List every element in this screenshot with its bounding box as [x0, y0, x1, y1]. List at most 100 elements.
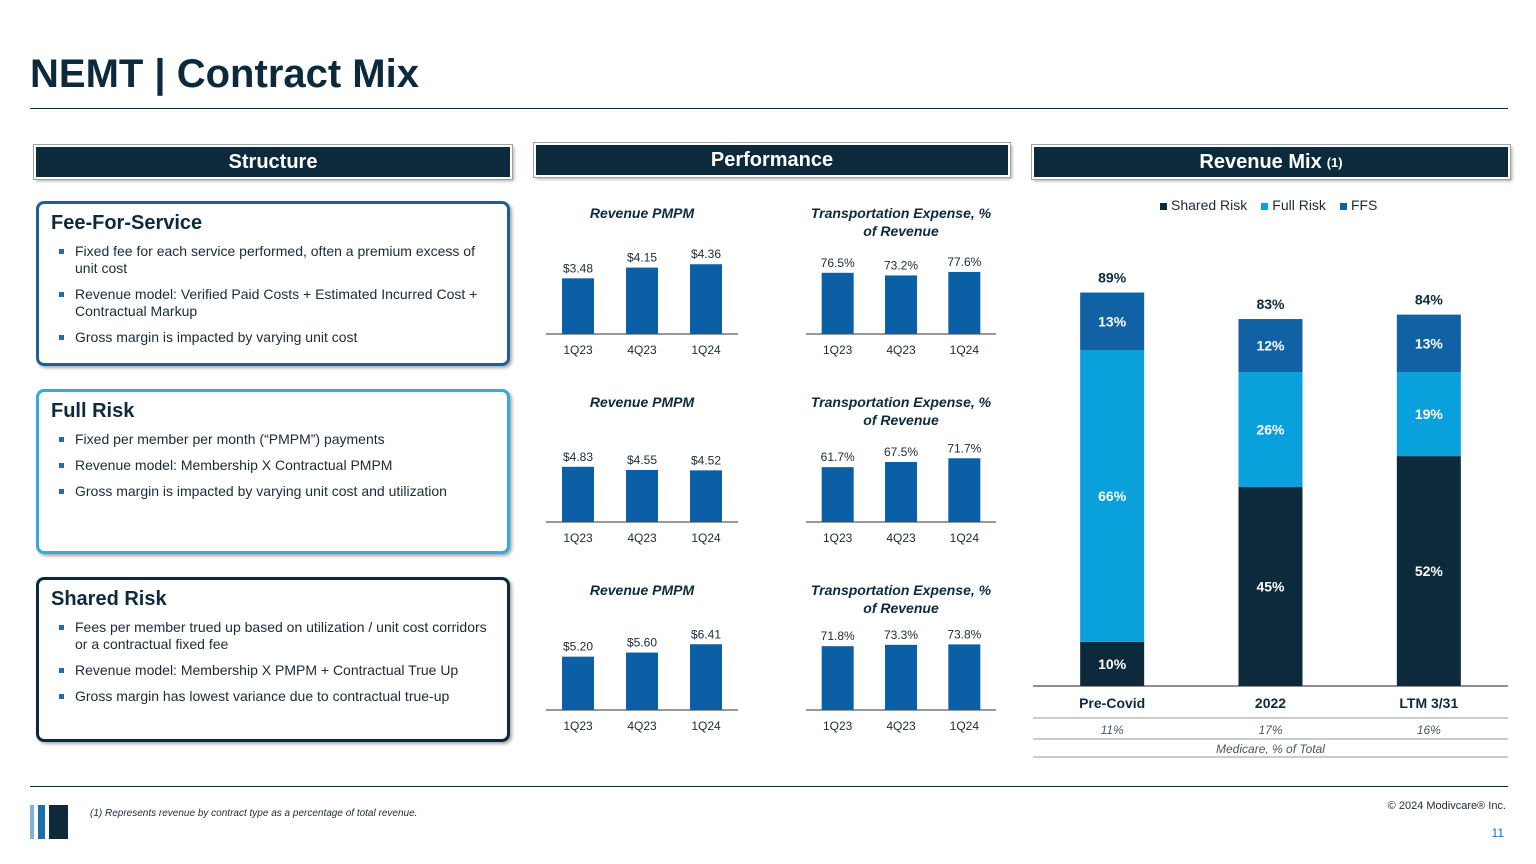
bar: [821, 467, 854, 522]
segment-label: 13%: [1415, 335, 1444, 351]
bullet-item: Fees per member trued up based on utiliz…: [51, 619, 495, 653]
bar: [626, 470, 658, 522]
chart-fr-revenue-pmpm: $4.83 1Q23 $4.55 4Q23 $4.52 1Q24: [546, 450, 738, 545]
card-title: Fee-For-Service: [51, 212, 203, 234]
bullet-square-icon: [59, 463, 64, 468]
segment-label: 12%: [1256, 338, 1285, 354]
bar: [821, 646, 854, 710]
stack-segment: [1396, 372, 1461, 457]
legend-item-ffs: FFS: [1339, 197, 1378, 213]
bullet-item: Gross margin has lowest variance due to …: [51, 688, 495, 705]
tick-label: 4Q23: [886, 531, 916, 545]
tick-label: 1Q24: [950, 719, 980, 733]
data-label: 73.2%: [884, 258, 918, 272]
bullet-square-icon: [59, 437, 64, 442]
bullet-text: Revenue model: Verified Paid Costs + Est…: [75, 286, 478, 319]
stack-segment: [1238, 487, 1303, 686]
bullet-text: Fixed per member per month (“PMPM”) paym…: [75, 431, 385, 447]
chart-sr-transport-expense: 71.8% 1Q23 73.3% 4Q23 73.8% 1Q24: [806, 627, 996, 733]
bar: [562, 278, 594, 334]
tick-label: 1Q23: [823, 719, 853, 733]
tick-label: 4Q23: [627, 531, 657, 545]
section-header-performance: Performance: [534, 143, 1010, 177]
bullet-text: Fixed fee for each service performed, of…: [75, 243, 475, 276]
bar: [948, 644, 981, 710]
bullet-square-icon: [59, 625, 64, 630]
legend-swatch-icon: [1160, 202, 1167, 210]
chart-title-sr-pmpm: Revenue PMPM: [589, 582, 695, 598]
bar: [690, 264, 722, 334]
card-shared-risk: Shared Risk Fees per member trued up bas…: [36, 577, 510, 742]
tick-label: 1Q24: [950, 531, 980, 545]
section-label-revenue-mix: Revenue Mix: [1199, 150, 1322, 173]
footnote: (1) Represents revenue by contract type …: [90, 808, 418, 819]
stack-segment: [1080, 350, 1145, 642]
bullet-text: Gross margin is impacted by varying unit…: [75, 329, 358, 345]
data-label: 61.7%: [821, 450, 855, 464]
chart-revenue-mix: 10% 66% 13% 89% Pre-Covid 11% 45% 26% 12% 83% 2022…: [1033, 270, 1508, 758]
data-label: 76.5%: [821, 256, 855, 270]
segment-label: 66%: [1098, 488, 1127, 504]
bullet-square-icon: [59, 694, 64, 699]
total-label: 84%: [1415, 292, 1444, 308]
stack-segment: [1396, 456, 1461, 686]
segment-label: 52%: [1415, 563, 1444, 579]
bullet-square-icon: [59, 489, 64, 494]
data-label: 77.6%: [947, 255, 981, 269]
stack-segment: [1080, 641, 1145, 686]
section-label-performance: Performance: [710, 148, 834, 171]
card-full-risk: Full Risk Fixed per member per month (“P…: [36, 389, 510, 554]
bullet-item: Revenue model: Membership X Contractual …: [51, 457, 495, 474]
bullet-item: Gross margin is impacted by varying unit…: [51, 329, 495, 346]
segment-label: 45%: [1256, 579, 1285, 595]
bullet-square-icon: [59, 249, 64, 254]
medicare-value: 17%: [1258, 723, 1282, 737]
bar: [885, 644, 917, 710]
card-bullets: Fees per member trued up based on utiliz…: [51, 619, 495, 705]
bar: [948, 271, 981, 334]
bar: [948, 458, 981, 522]
page-number: 11: [1491, 826, 1504, 840]
tick-label: 1Q23: [563, 531, 593, 545]
chart-title-fr-expense: Transportation Expense, % of Revenue: [810, 394, 992, 428]
revenue-mix-legend: Shared Risk Full Risk FFS: [1160, 197, 1377, 213]
tick-label: 1Q24: [691, 719, 721, 733]
card-bullets: Fixed fee for each service performed, of…: [51, 243, 495, 346]
company-logo-icon: [30, 805, 68, 839]
tick-label: 1Q23: [823, 531, 853, 545]
bar: [885, 275, 917, 334]
bullet-square-icon: [59, 335, 64, 340]
bullet-text: Gross margin is impacted by varying unit…: [75, 483, 447, 499]
tick-label: 1Q23: [563, 343, 593, 357]
bullet-text: Gross margin has lowest variance due to …: [75, 688, 450, 704]
tick-label: 1Q24: [691, 531, 721, 545]
bar: [690, 644, 722, 710]
bar: [690, 470, 722, 522]
bar: [562, 656, 594, 710]
data-label: $4.15: [627, 251, 657, 265]
chart-title-ffs-expense: Transportation Expense, % of Revenue: [810, 205, 992, 239]
data-label: 71.8%: [821, 629, 855, 643]
bullet-square-icon: [59, 668, 64, 673]
stack-segment: [1396, 314, 1461, 373]
chart-title-fr-pmpm: Revenue PMPM: [589, 394, 695, 410]
medicare-value: 16%: [1417, 723, 1441, 737]
legend-label: FFS: [1350, 197, 1378, 213]
bullet-item: Fixed fee for each service performed, of…: [51, 243, 495, 277]
tick-label: 1Q23: [563, 719, 593, 733]
legend-swatch-icon: [1339, 202, 1347, 210]
bullet-text: Revenue model: Membership X PMPM + Contr…: [75, 662, 459, 678]
medicare-row-label: Medicare, % of Total: [1216, 742, 1325, 756]
legend-swatch-icon: [1261, 202, 1269, 210]
legend-item-shared-risk: Shared Risk: [1160, 197, 1247, 213]
tick-label: 4Q23: [627, 343, 657, 357]
data-label: $4.36: [691, 247, 721, 261]
card-title: Full Risk: [51, 400, 135, 422]
tick-label: 4Q23: [627, 719, 657, 733]
copyright: © 2024 Modivcare® Inc.: [1387, 800, 1506, 812]
segment-label: 13%: [1098, 313, 1127, 329]
data-label: $4.55: [627, 453, 657, 467]
bullet-square-icon: [59, 292, 64, 297]
medicare-value: 11%: [1101, 723, 1124, 737]
legend-item-full-risk: Full Risk: [1261, 197, 1326, 213]
